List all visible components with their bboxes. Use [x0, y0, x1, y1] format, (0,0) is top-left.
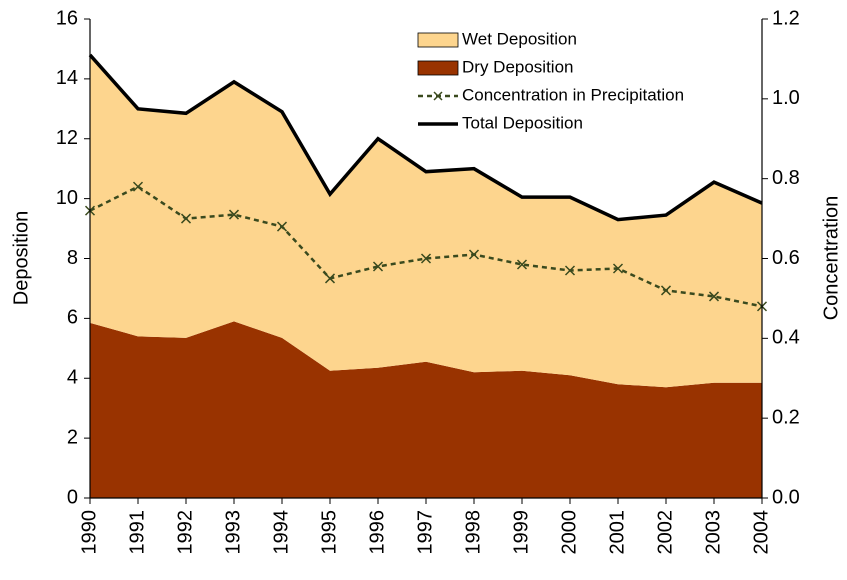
marker [516, 259, 528, 270]
x-tick-label: 2004 [750, 510, 772, 555]
y-tick-label: 6 [67, 307, 78, 329]
x-tick-label: 2002 [654, 510, 676, 555]
marker [132, 181, 144, 192]
legend-label: Concentration in Precipitation [462, 85, 684, 104]
legend-label: Wet Deposition [462, 29, 577, 48]
marker [468, 249, 480, 260]
y2-tick-label: 0.8 [772, 167, 800, 189]
marker [564, 265, 576, 276]
y-tick-label: 16 [56, 7, 78, 29]
x-tick-label: 1991 [126, 510, 148, 555]
marker [324, 273, 336, 284]
x-tick-label: 2001 [606, 510, 628, 555]
marker [612, 263, 624, 274]
x-tick-label: 2003 [702, 510, 724, 555]
marker [420, 253, 432, 264]
x-tick-label: 2000 [558, 510, 580, 555]
y2-tick-label: 1.2 [772, 7, 800, 29]
x-tick-label: 1998 [462, 510, 484, 555]
y2-tick-label: 0.6 [772, 247, 800, 269]
legend-label: Total Deposition [462, 113, 583, 132]
x-tick-label: 1995 [318, 510, 340, 555]
y2-tick-label: 1.0 [772, 87, 800, 109]
line [89, 185, 763, 308]
x-tick-label: 1990 [78, 510, 100, 555]
y-tick-label: 12 [56, 127, 78, 149]
marker [180, 213, 192, 224]
x-tick-label: 1992 [174, 510, 196, 555]
marker [276, 221, 288, 232]
legend: Wet Deposition Dry Deposition Concentratio… [417, 29, 684, 132]
y-tick-label: 8 [67, 247, 78, 269]
y-axis-title: Deposition [10, 211, 32, 306]
marker [228, 209, 240, 220]
legend-marker [433, 91, 443, 101]
y2-axis-title: Concentration [820, 196, 842, 321]
x-tick-label: 1994 [270, 510, 292, 555]
marker [708, 291, 720, 302]
y-tick-label: 14 [56, 67, 78, 89]
legend-swatch [417, 32, 459, 48]
x-tick-label: 1997 [414, 510, 436, 555]
marker [372, 261, 384, 272]
x-tick-label: 1999 [510, 510, 532, 555]
marker [660, 285, 672, 296]
y-tick-label: 10 [56, 187, 78, 209]
x-tick-label: 1993 [222, 510, 244, 555]
x-tick-label: 1996 [366, 510, 388, 555]
legend-label: Dry Deposition [462, 57, 574, 76]
y2-tick-label: 0.4 [772, 327, 800, 349]
area [90, 321, 762, 498]
legend-swatch [417, 60, 459, 76]
y-tick-label: 2 [67, 426, 78, 448]
y-tick-label: 4 [67, 367, 78, 389]
y2-tick-label: 0.0 [772, 486, 800, 508]
y2-tick-label: 0.2 [772, 406, 800, 428]
line [88, 53, 763, 222]
area [90, 54, 762, 388]
y-tick-label: 0 [67, 486, 78, 508]
